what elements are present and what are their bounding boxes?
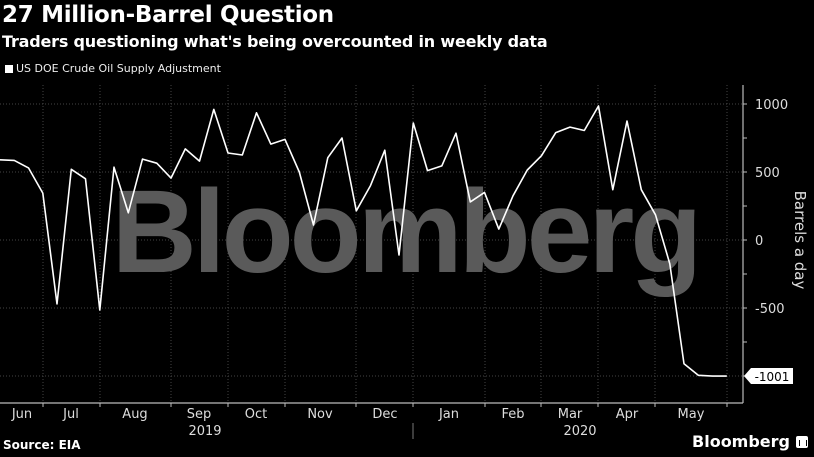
svg-text:Nov: Nov — [307, 407, 333, 422]
svg-text:Jul: Jul — [62, 407, 79, 422]
legend-label: US DOE Crude Oil Supply Adjustment — [16, 62, 221, 75]
svg-text:Feb: Feb — [501, 407, 524, 422]
svg-text:2019: 2019 — [188, 424, 221, 439]
legend: US DOE Crude Oil Supply Adjustment — [5, 62, 221, 75]
svg-text:Aug: Aug — [122, 407, 147, 422]
bloomberg-brand: Bloomberg — [692, 432, 808, 451]
svg-text:500: 500 — [755, 166, 780, 181]
watermark: Bloomberg — [112, 166, 699, 298]
chart-title: 27 Million-Barrel Question — [2, 2, 334, 28]
svg-text:Apr: Apr — [616, 407, 639, 422]
svg-text:Jan: Jan — [438, 407, 459, 422]
x-axis-labels: Jun Jul Aug Sep Oct Nov Dec Jan Feb Mar Apr May 2019… — [11, 407, 705, 439]
svg-text:-500: -500 — [755, 302, 785, 317]
source-note: Source: EIA — [3, 438, 81, 452]
svg-text:Oct: Oct — [245, 407, 267, 422]
svg-text:2020: 2020 — [563, 424, 596, 439]
last-value-badge: -1001 — [744, 368, 793, 384]
svg-text:May: May — [678, 407, 705, 422]
bloomberg-logo-icon — [796, 435, 808, 448]
chart-subtitle: Traders questioning what's being overcou… — [2, 32, 548, 51]
svg-text:Jun: Jun — [11, 407, 32, 422]
y-axis-labels: 1000 500 0 -500 — [755, 98, 788, 317]
data-line — [0, 105, 727, 377]
brand-label: Bloomberg — [692, 432, 790, 451]
svg-text:Mar: Mar — [558, 407, 583, 422]
legend-swatch-icon — [5, 64, 13, 73]
svg-text:Sep: Sep — [187, 407, 212, 422]
svg-text:1000: 1000 — [755, 98, 788, 113]
y-axis-title: Barrels a day — [791, 190, 809, 290]
svg-text:-1001: -1001 — [755, 370, 790, 384]
gridlines — [0, 85, 743, 403]
svg-text:Dec: Dec — [372, 407, 397, 422]
svg-text:0: 0 — [755, 234, 763, 249]
